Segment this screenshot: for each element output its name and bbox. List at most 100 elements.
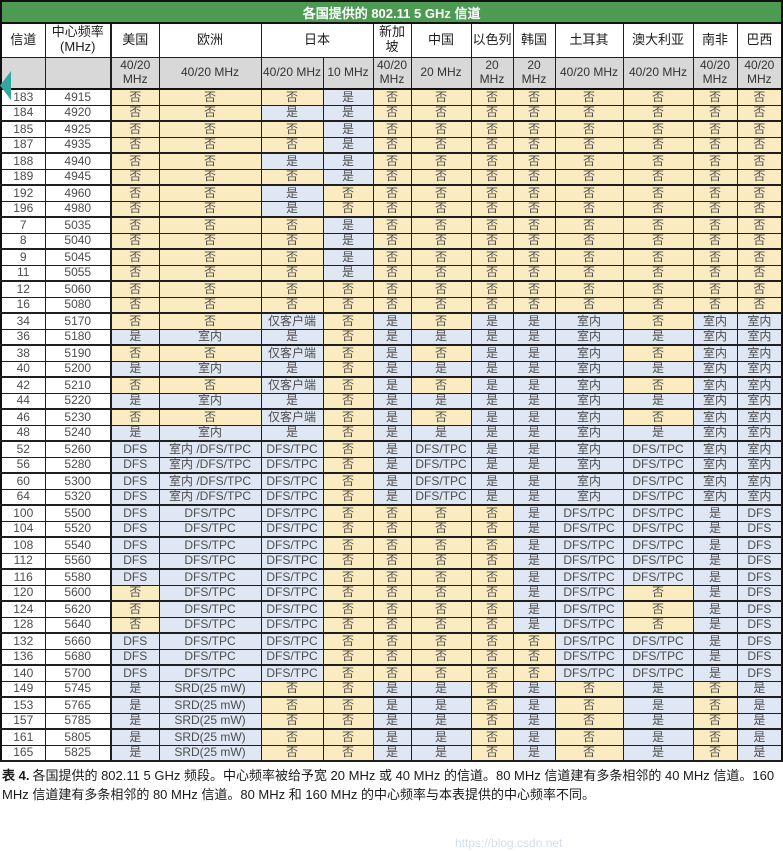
value-cell: 是 [410,712,472,730]
value-cell: 否 [470,696,514,714]
value-cell: 否 [372,600,412,618]
value-cell: 否 [110,200,160,218]
value-cell: 否 [158,296,262,314]
value-cell: 否 [158,408,262,426]
value-cell: 否 [410,536,472,554]
table-caption: 表 4. 各国提供的 802.11 5 GHz 频段。中心频率被给予宽 20 MH… [2,767,781,805]
value-cell: 否 [110,264,160,282]
value-cell: 否 [692,136,738,154]
value-cell: 否 [260,728,324,746]
value-cell: 是 [692,664,738,682]
value-cell: 否 [260,280,324,298]
frequency-cell: 5620 [44,600,112,618]
value-cell: 否 [410,504,472,522]
value-cell: 否 [470,552,514,570]
value-cell: 是 [260,184,324,202]
value-cell: 是 [692,536,738,554]
country-header: 美国 [110,22,160,58]
value-cell: 是 [372,744,412,762]
value-cell: DFS/TPC [554,520,624,538]
table-row: 128 5640 否 DFS/TPC DFS/TPC 否否否否是 DFS/TPC 否是 DFS [0,616,783,634]
value-cell: 是 [692,552,738,570]
value-cell: 是 [260,392,324,410]
value-cell: DFS [110,488,160,506]
frequency-cell: 5035 [44,216,112,234]
value-cell: DFS/TPC [260,632,324,650]
frequency-cell: 5220 [44,392,112,410]
value-cell: DFS/TPC [158,568,262,586]
caption-text: 各国提供的 802.11 5 GHz 频段。中心频率被给予宽 20 MHz 或 … [2,768,775,802]
value-cell: 否 [512,280,556,298]
value-cell: 否 [554,88,624,106]
value-cell: DFS/TPC [260,488,324,506]
table-row: 183 4915 否否否是否否否否否否否否 [0,88,783,106]
value-cell: 是 [470,440,514,458]
value-cell: DFS [736,504,783,522]
value-cell: 否 [470,568,514,586]
left-edge-bookmark-icon [0,71,11,100]
value-cell: 否 [260,696,324,714]
value-cell: 否 [736,248,783,266]
value-cell: 否 [410,200,472,218]
value-cell: 否 [322,504,374,522]
value-cell: 否 [470,280,514,298]
value-cell: 是 [692,600,738,618]
value-cell: 是 [110,680,160,698]
value-cell: 否 [322,344,374,362]
value-cell: 仅客户端 [260,312,324,330]
value-cell: 是 [692,568,738,586]
value-cell: 否 [692,296,738,314]
value-cell: 否 [554,248,624,266]
table-row: 116 5580 DFS DFS/TPC DFS/TPC 否否否否是 DFS/TPC DFS/… [0,568,783,586]
value-cell: 否 [158,152,262,170]
value-cell: 仅客户端 [260,408,324,426]
value-cell: 否 [410,648,472,666]
value-cell: DFS/TPC [260,552,324,570]
value-cell: DFS/TPC [554,504,624,522]
value-cell: DFS [110,552,160,570]
value-cell: DFS/TPC [554,536,624,554]
value-cell: DFS [110,648,160,666]
value-cell: SRD(25 mW) [158,696,262,714]
value-cell: 室内 [554,328,624,346]
frequency-cell: 5200 [44,360,112,378]
value-cell: 是 [110,728,160,746]
bandwidth-header: 40/20 MHz [622,56,694,90]
value-cell: 否 [260,88,324,106]
value-cell: 室内 [692,440,738,458]
value-cell: 是 [512,456,556,474]
bandwidth-header: 20 MHz [470,56,514,90]
value-cell: SRD(25 mW) [158,712,262,730]
value-cell: 是 [512,552,556,570]
table-row: 187 4935 否否否是否否否否否否否否 [0,136,783,154]
value-cell: 否 [372,584,412,602]
value-cell: DFS/TPC [260,520,324,538]
frequency-cell: 5640 [44,616,112,634]
value-cell: 否 [622,152,694,170]
value-cell: DFS [736,664,783,682]
table-row: 192 4960 否否是否否否否否否否否否 [0,184,783,202]
value-cell: 否 [622,296,694,314]
value-cell: 否 [260,680,324,698]
frequency-cell: 5805 [44,728,112,746]
value-cell: 是 [512,488,556,506]
country-header: 土耳其 [554,22,624,58]
value-cell: 否 [110,344,160,362]
value-cell: 是 [110,424,160,442]
value-cell: 是 [622,696,694,714]
value-cell: 否 [470,504,514,522]
value-cell: 室内 [692,424,738,442]
value-cell: 否 [622,312,694,330]
value-cell: 否 [372,136,412,154]
value-cell: 否 [622,344,694,362]
value-cell: 是 [512,408,556,426]
value-cell: DFS/TPC [260,664,324,682]
value-cell: 否 [554,120,624,138]
value-cell: 否 [736,120,783,138]
value-cell: 否 [158,216,262,234]
value-cell: 是 [512,344,556,362]
value-cell: 否 [322,312,374,330]
value-cell: 是 [622,328,694,346]
value-cell: 是 [622,744,694,762]
value-cell: 否 [554,696,624,714]
